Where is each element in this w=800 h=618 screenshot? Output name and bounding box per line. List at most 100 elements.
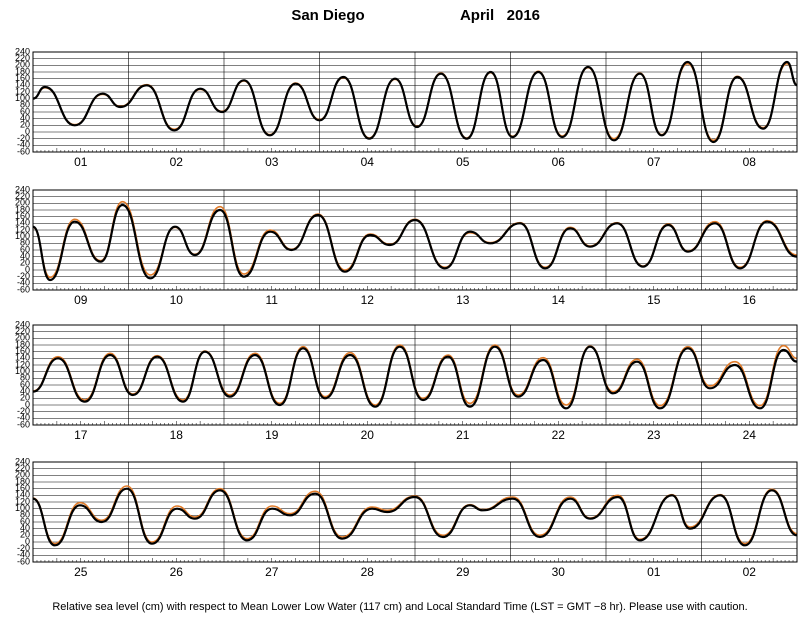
- y-tick-label: 180: [15, 339, 30, 349]
- y-tick-label: -40: [17, 550, 30, 560]
- chart-title: San Diego: [291, 7, 364, 24]
- tide-line: [32, 487, 798, 547]
- y-tick-label: 160: [15, 483, 30, 493]
- plot-frame: [32, 324, 798, 426]
- y-tick-label: 100: [15, 366, 30, 376]
- x-tick-label: 05: [456, 155, 470, 169]
- y-tick-label: -60: [17, 146, 30, 156]
- y-tick-label: 120: [15, 224, 30, 234]
- y-tick-label: 200: [15, 333, 30, 343]
- y-tick-label: 40: [20, 386, 30, 396]
- y-tick-label: 20: [20, 258, 30, 268]
- y-tick-label: 120: [15, 359, 30, 369]
- y-tick-label: 120: [15, 86, 30, 96]
- y-tick-label: 240: [15, 46, 30, 56]
- x-tick-label: 11: [266, 293, 279, 307]
- x-tick-label: 07: [647, 155, 661, 169]
- x-tick-label: 13: [456, 293, 470, 307]
- x-tick-label: 25: [74, 565, 88, 579]
- y-tick-label: 80: [20, 100, 30, 110]
- x-tick-label: 08: [743, 155, 757, 169]
- y-tick-label: 240: [15, 319, 30, 329]
- y-tick-label: -60: [17, 556, 30, 566]
- x-tick-label: 16: [743, 293, 757, 307]
- y-tick-label: 180: [15, 204, 30, 214]
- y-tick-label: 160: [15, 346, 30, 356]
- x-tick-label: 01: [74, 155, 88, 169]
- y-tick-label: 0: [25, 399, 30, 409]
- x-tick-label: 01: [647, 565, 661, 579]
- y-tick-label: -60: [17, 419, 30, 429]
- y-tick-label: 200: [15, 198, 30, 208]
- y-tick-label: 100: [15, 231, 30, 241]
- x-tick-label: 10: [170, 293, 184, 307]
- y-tick-label: 20: [20, 393, 30, 403]
- y-tick-label: 60: [20, 106, 30, 116]
- y-tick-label: 20: [20, 120, 30, 130]
- y-tick-label: -40: [17, 278, 30, 288]
- x-tick-label: 23: [647, 428, 661, 442]
- x-tick-label: 29: [456, 565, 470, 579]
- y-tick-label: 240: [15, 184, 30, 194]
- y-tick-label: 80: [20, 510, 30, 520]
- chart-date: April 2016: [460, 7, 540, 24]
- y-tick-label: 220: [15, 463, 30, 473]
- x-tick-label: 17: [74, 428, 88, 442]
- x-tick-label: 12: [361, 293, 375, 307]
- y-tick-label: 0: [25, 126, 30, 136]
- y-tick-label: 160: [15, 211, 30, 221]
- x-tick-label: 02: [743, 565, 757, 579]
- x-tick-label: 06: [552, 155, 566, 169]
- y-tick-label: 40: [20, 251, 30, 261]
- y-tick-label: 40: [20, 113, 30, 123]
- y-tick-label: 180: [15, 66, 30, 76]
- y-tick-label: 60: [20, 244, 30, 254]
- x-tick-label: 26: [170, 565, 184, 579]
- y-tick-label: -60: [17, 284, 30, 294]
- y-tick-label: 40: [20, 523, 30, 533]
- x-tick-label: 30: [552, 565, 566, 579]
- y-tick-label: 140: [15, 218, 30, 228]
- y-tick-label: 100: [15, 503, 30, 513]
- x-tick-label: 04: [361, 155, 375, 169]
- y-tick-label: -20: [17, 543, 30, 553]
- tide-line: [32, 60, 798, 144]
- y-tick-label: 220: [15, 53, 30, 63]
- x-tick-label: 21: [456, 428, 470, 442]
- y-tick-label: 200: [15, 60, 30, 70]
- tide-line: [32, 345, 798, 410]
- y-tick-label: 0: [25, 536, 30, 546]
- y-tick-label: -20: [17, 133, 30, 143]
- y-tick-label: 80: [20, 373, 30, 383]
- x-tick-label: 03: [265, 155, 279, 169]
- y-tick-label: 140: [15, 490, 30, 500]
- y-tick-label: 160: [15, 73, 30, 83]
- y-tick-label: 220: [15, 191, 30, 201]
- x-tick-label: 28: [361, 565, 375, 579]
- y-tick-label: 60: [20, 379, 30, 389]
- plot-frame: [32, 51, 798, 153]
- y-tick-label: 0: [25, 264, 30, 274]
- plot-frame: [32, 189, 798, 291]
- x-tick-label: 20: [361, 428, 375, 442]
- y-tick-label: -40: [17, 140, 30, 150]
- y-tick-label: 140: [15, 80, 30, 90]
- y-tick-label: 140: [15, 353, 30, 363]
- x-tick-label: 27: [265, 565, 279, 579]
- y-tick-label: 100: [15, 93, 30, 103]
- footnote: Relative sea level (cm) with respect to …: [52, 601, 747, 613]
- plot-frame: [32, 461, 798, 563]
- y-tick-label: -20: [17, 406, 30, 416]
- x-tick-label: 15: [647, 293, 661, 307]
- x-tick-label: 19: [265, 428, 279, 442]
- x-tick-label: 22: [552, 428, 566, 442]
- y-tick-label: -20: [17, 271, 30, 281]
- tide-line: [32, 203, 798, 282]
- y-tick-label: -40: [17, 413, 30, 423]
- y-tick-label: 220: [15, 326, 30, 336]
- x-tick-label: 24: [743, 428, 757, 442]
- y-tick-label: 60: [20, 516, 30, 526]
- y-tick-label: 180: [15, 476, 30, 486]
- y-tick-label: 80: [20, 238, 30, 248]
